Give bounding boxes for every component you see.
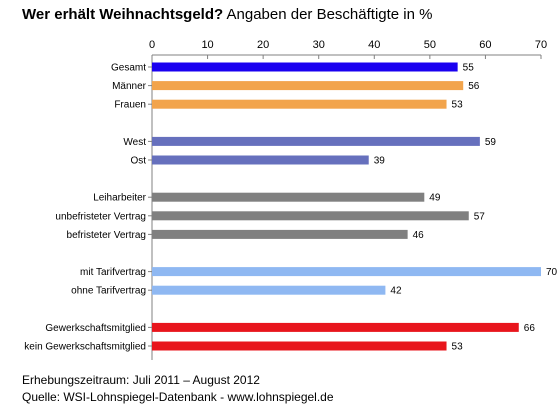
category-label: Ost [130, 156, 146, 167]
bar [152, 285, 386, 295]
x-tick-label: 20 [257, 39, 269, 51]
survey-period: Erhebungszeitraum: Juli 2011 – August 20… [22, 373, 260, 387]
bar [152, 62, 458, 72]
bar [152, 229, 408, 239]
value-label: 59 [485, 137, 497, 148]
category-label: Gewerkschaftsmitglied [45, 323, 146, 334]
bar [152, 155, 369, 165]
bar [152, 192, 425, 202]
x-tick-label: 70 [535, 39, 547, 51]
bar [152, 81, 464, 91]
value-label: 49 [429, 193, 441, 204]
value-label: 39 [374, 156, 386, 167]
category-label: Gesamt [111, 63, 146, 74]
bar [152, 341, 447, 351]
category-label: Männer [112, 81, 147, 92]
bar [152, 136, 480, 146]
value-label: 55 [463, 63, 475, 74]
chart-title-main: Wer erhält Weihnachtsgeld? [22, 6, 224, 23]
category-label: unbefristeter Vertrag [55, 211, 146, 222]
bar [152, 322, 519, 332]
bar [152, 267, 541, 277]
x-tick-label: 40 [368, 39, 380, 51]
value-label: 56 [468, 81, 480, 92]
bar [152, 211, 469, 221]
bar-chart: 0 10 20 30 40 50 60 70 Gesamt 55 Männer 56 Frauen 53 W… [24, 39, 558, 360]
x-tick-label: 0 [149, 39, 155, 51]
category-label: kein Gewerkschaftsmitglied [24, 342, 146, 353]
category-label: West [123, 137, 146, 148]
x-tick-label: 10 [201, 39, 213, 51]
category-label: Leiharbeiter [93, 193, 146, 204]
x-tick-label: 60 [479, 39, 491, 51]
value-label: 53 [452, 100, 464, 111]
chart-title: Wer erhält Weihnachtsgeld? Angaben der B… [22, 6, 432, 23]
category-label: mit Tarifvertrag [80, 267, 146, 278]
category-label: Frauen [114, 100, 146, 111]
category-label: befristeter Vertrag [67, 230, 146, 241]
x-tick-label: 50 [424, 39, 436, 51]
value-label: 53 [452, 342, 464, 353]
value-label: 46 [413, 230, 425, 241]
value-label: 70 [546, 267, 558, 278]
x-tick-label: 30 [313, 39, 325, 51]
chart-title-subtitle: Angaben der Beschäftigte in % [226, 6, 433, 23]
data-source: Quelle: WSI-Lohnspiegel-Datenbank - www.… [22, 390, 334, 404]
value-label: 66 [524, 323, 536, 334]
bar [152, 99, 447, 109]
value-label: 42 [390, 286, 402, 297]
chart-footer: Erhebungszeitraum: Juli 2011 – August 20… [22, 372, 334, 406]
category-label: ohne Tarifvertrag [71, 286, 146, 297]
value-label: 57 [474, 211, 486, 222]
